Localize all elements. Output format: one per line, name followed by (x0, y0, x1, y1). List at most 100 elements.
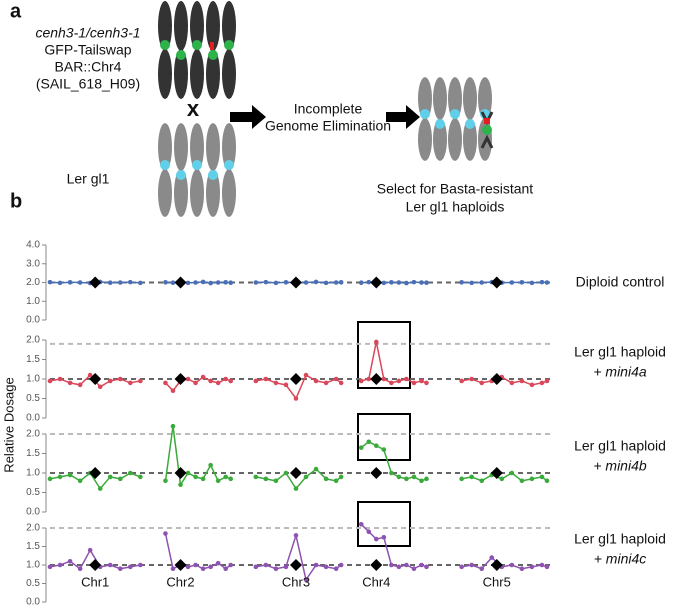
dosage-point (303, 372, 309, 378)
dosage-point (333, 566, 339, 571)
result-label: Select for Basta-resistant (377, 181, 534, 197)
dosage-point (283, 382, 289, 388)
chromosome-diagram (158, 1, 494, 217)
dosage-point (479, 566, 485, 571)
y-tick-label: 0.0 (26, 315, 40, 326)
dosage-point (87, 547, 93, 553)
dosage-point (185, 280, 191, 286)
dosage-point (293, 396, 299, 401)
dosage-point (366, 439, 372, 445)
dosage-point (253, 280, 259, 285)
dosage-point (333, 478, 339, 484)
centromere-marker (174, 276, 187, 289)
genotype-label: BAR::Chr4 (55, 59, 122, 75)
dosage-point (469, 376, 474, 382)
dosage-point (544, 280, 550, 285)
chromosome-arm (206, 169, 220, 217)
dosage-point (97, 486, 103, 491)
dosage-point (419, 478, 424, 484)
dosage-point (253, 378, 259, 384)
highlight-box (357, 413, 411, 461)
highlight-box (357, 321, 411, 389)
chromosome-arm (206, 49, 220, 99)
dosage-point (469, 474, 474, 480)
dosage-point (77, 566, 83, 571)
dosage-point (47, 476, 53, 482)
dosage-point (404, 562, 409, 568)
dosage-point (389, 380, 394, 386)
y-tick-label: 4.0 (26, 240, 40, 251)
arrow (230, 105, 266, 129)
dosage-point (128, 279, 133, 285)
dosage-point (223, 376, 228, 382)
dosage-point (544, 564, 550, 570)
dosage-point (529, 476, 535, 482)
track-label: + mini4a (593, 364, 647, 380)
genotype-label: (SAIL_618_H09) (36, 76, 140, 92)
y-tick-label: 1.0 (26, 468, 40, 479)
dosage-point (47, 378, 53, 384)
centromere-dot (176, 50, 186, 60)
dosage-point (215, 478, 221, 484)
centromere-marker (490, 373, 503, 385)
chromosome-arm (418, 118, 432, 161)
dosage-point (539, 562, 545, 568)
chromosome-arm (206, 123, 220, 171)
chromosome-arm (463, 118, 477, 161)
chromosome-arm (222, 1, 236, 51)
chromosome-arm (448, 118, 462, 161)
track-label: + mini4b (593, 458, 647, 474)
dosage-point (170, 566, 176, 571)
dosage-point (273, 280, 279, 286)
track-label: + mini4c (594, 551, 647, 567)
dosage-point (215, 380, 221, 386)
dosage-point (396, 474, 402, 480)
chromosome-arm (478, 77, 492, 120)
dosage-point (519, 478, 525, 484)
dosage-point (67, 380, 73, 386)
dosage-point (67, 559, 73, 564)
dosage-point (228, 378, 234, 384)
dosage-point (107, 562, 113, 568)
dosage-point (459, 564, 464, 570)
dosage-point (208, 462, 213, 468)
dosage-point (411, 566, 417, 571)
dosage-point (544, 478, 550, 484)
chromosome-arm (206, 1, 220, 51)
dosage-point (97, 384, 103, 390)
dosage-point (499, 476, 505, 482)
dosage-point (200, 566, 206, 571)
dosage-point (163, 478, 168, 484)
dosage-point (389, 470, 394, 476)
chromosome-arm (190, 169, 204, 217)
dosage-point (170, 280, 176, 285)
y-axis-label: Relative Dosage (1, 377, 16, 472)
chromosome-arm (418, 77, 432, 120)
chromosome-arm (222, 123, 236, 171)
x-tick-label: Chr2 (166, 574, 194, 589)
result-label: Ler gl1 haploids (406, 199, 505, 215)
dosage-point (411, 279, 417, 285)
dosage-point (163, 280, 168, 285)
gfp-dot (482, 125, 492, 135)
y-tick-label: 0.5 (26, 393, 40, 404)
dosage-point (338, 562, 344, 568)
dosage-point (469, 280, 474, 286)
y-tick-label: 0.0 (26, 597, 40, 605)
centromere-marker (370, 559, 383, 571)
dosage-point (313, 562, 319, 568)
dosage-point (519, 280, 525, 285)
dosage-point (509, 470, 515, 476)
dosage-point (67, 280, 73, 285)
genotype-label: GFP-Tailswap (44, 42, 131, 58)
centromere-dot (208, 50, 218, 60)
dosage-line (49, 523, 548, 582)
dosage-point (338, 280, 344, 285)
dosage-point (489, 555, 495, 560)
genotype-label: Ler gl1 (67, 171, 110, 187)
dosage-point (404, 376, 409, 382)
centromere-marker (174, 559, 187, 571)
y-tick-label: 0.5 (26, 578, 40, 589)
centromere-dot (480, 109, 490, 119)
